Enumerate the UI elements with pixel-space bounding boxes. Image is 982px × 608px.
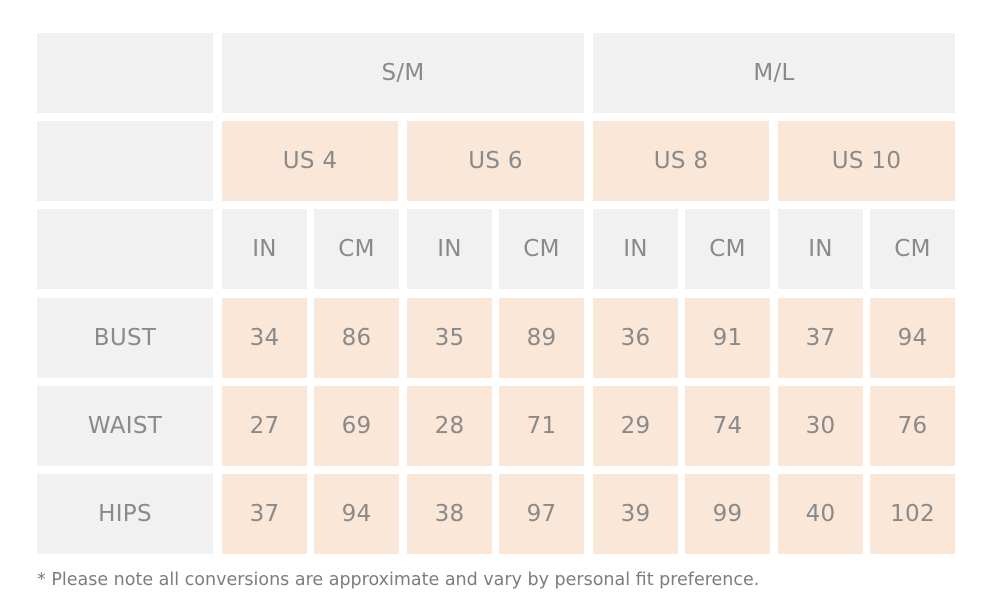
measurement-cell: 91 [685, 298, 770, 378]
unit-header: CM [870, 209, 955, 289]
unit-header: CM [314, 209, 399, 289]
unit-header: IN [778, 209, 863, 289]
us-size-header: US 6 [407, 121, 584, 201]
measurement-cell: 102 [870, 474, 955, 554]
measurement-cell: 69 [314, 386, 399, 466]
measurement-cell: 34 [222, 298, 307, 378]
us-size-header: US 4 [222, 121, 398, 201]
row-label: HIPS [37, 474, 213, 554]
unit-header: IN [593, 209, 678, 289]
header-corner-cell [37, 33, 213, 113]
measurement-cell: 74 [685, 386, 770, 466]
measurement-cell: 29 [593, 386, 678, 466]
measurement-cell: 89 [499, 298, 584, 378]
header-corner-cell [37, 121, 213, 201]
measurement-cell: 40 [778, 474, 863, 554]
header-corner-cell [37, 209, 213, 289]
us-size-header: US 10 [778, 121, 955, 201]
measurement-cell: 37 [222, 474, 307, 554]
row-label: BUST [37, 298, 213, 378]
measurement-cell: 97 [499, 474, 584, 554]
row-label: WAIST [37, 386, 213, 466]
measurement-cell: 37 [778, 298, 863, 378]
measurement-cell: 35 [407, 298, 492, 378]
measurement-cell: 86 [314, 298, 399, 378]
unit-header: IN [407, 209, 492, 289]
measurement-cell: 39 [593, 474, 678, 554]
unit-header: IN [222, 209, 307, 289]
measurement-cell: 99 [685, 474, 770, 554]
size-group-header: S/M [222, 33, 584, 113]
measurement-cell: 36 [593, 298, 678, 378]
size-group-header: M/L [593, 33, 955, 113]
measurement-cell: 30 [778, 386, 863, 466]
unit-header: CM [685, 209, 770, 289]
us-size-header: US 8 [593, 121, 769, 201]
measurement-cell: 28 [407, 386, 492, 466]
measurement-cell: 71 [499, 386, 584, 466]
measurement-cell: 94 [314, 474, 399, 554]
measurement-cell: 38 [407, 474, 492, 554]
measurement-cell: 27 [222, 386, 307, 466]
measurement-cell: 76 [870, 386, 955, 466]
unit-header: CM [499, 209, 584, 289]
measurement-cell: 94 [870, 298, 955, 378]
footnote: * Please note all conversions are approx… [37, 570, 760, 590]
